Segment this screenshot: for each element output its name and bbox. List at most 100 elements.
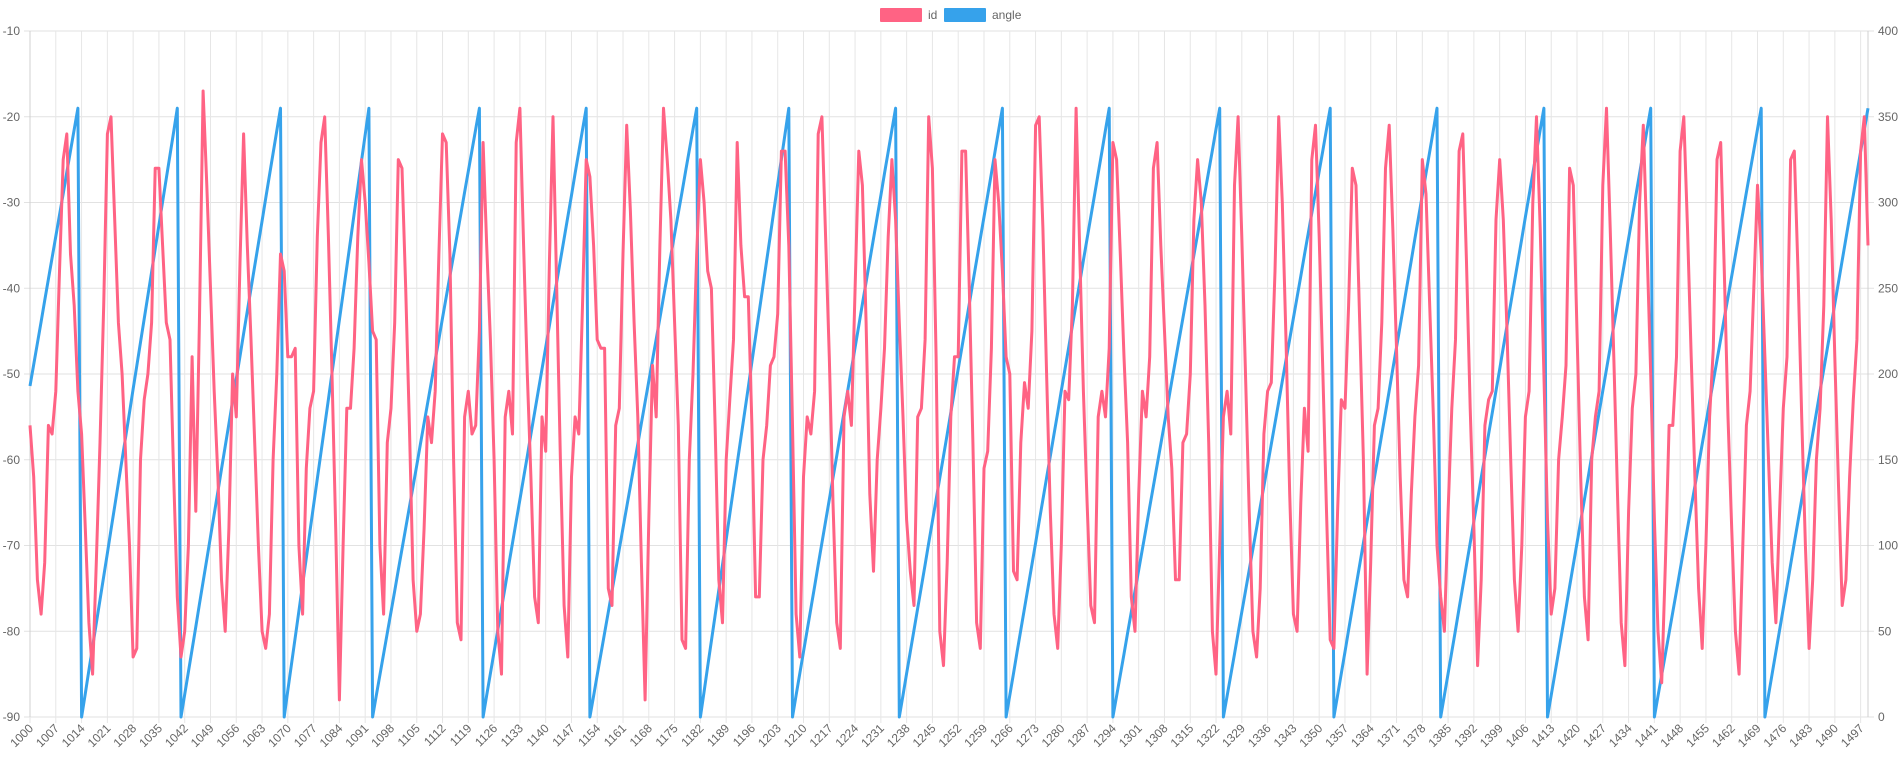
x-tick-label: 1203 — [755, 721, 784, 750]
x-tick-label: 1175 — [653, 721, 681, 749]
x-tick-label: 1301 — [1116, 721, 1145, 750]
x-tick-label: 1077 — [291, 721, 320, 750]
y-right-tick-label: 250 — [1878, 281, 1898, 295]
y-left-tick-label: -10 — [3, 24, 21, 38]
x-tick-label: 1266 — [987, 721, 1016, 750]
x-tick-label: 1336 — [1245, 721, 1274, 750]
x-tick-label: 1154 — [575, 721, 603, 749]
x-tick-label: 1007 — [33, 721, 62, 750]
x-tick-label: 1308 — [1142, 721, 1171, 750]
x-tick-label: 1224 — [832, 721, 861, 750]
y-right-tick-label: 200 — [1878, 367, 1898, 381]
x-tick-label: 1378 — [1400, 721, 1429, 750]
y-left-tick-label: -60 — [3, 453, 21, 467]
x-tick-label: 1406 — [1503, 721, 1532, 750]
legend-item-id[interactable]: id — [880, 8, 937, 22]
x-tick-label: 1350 — [1297, 721, 1326, 750]
y-left-tick-label: -30 — [3, 196, 21, 210]
x-tick-label: 1000 — [7, 721, 36, 750]
series-line-angle — [28, 106, 1870, 719]
y-right-tick-label: 400 — [1878, 24, 1898, 38]
x-tick-label: 1245 — [910, 721, 939, 750]
x-tick-label: 1259 — [961, 721, 990, 750]
x-tick-label: 1196 — [730, 721, 758, 749]
x-tick-label: 1091 — [343, 721, 372, 750]
x-tick-label: 1112 — [421, 721, 449, 749]
x-tick-label: 1427 — [1580, 721, 1609, 750]
y-left-tick-label: -80 — [3, 624, 21, 638]
x-tick-label: 1287 — [1064, 721, 1093, 750]
y-right-tick-label: 100 — [1878, 539, 1898, 553]
x-tick-label: 1028 — [110, 721, 139, 750]
x-tick-label: 1434 — [1606, 721, 1635, 750]
x-tick-label: 1315 — [1168, 721, 1197, 750]
x-tick-label: 1189 — [704, 721, 732, 749]
x-tick-label: 1294 — [1090, 721, 1119, 750]
x-tick-label: 1049 — [188, 721, 217, 750]
x-tick-label: 1098 — [368, 721, 397, 750]
x-tick-label: 1126 — [472, 721, 500, 749]
y-right-tick-label: 350 — [1878, 110, 1898, 124]
x-tick-label: 1042 — [162, 721, 191, 750]
x-tick-label: 1063 — [239, 721, 268, 750]
series-line-id — [28, 89, 1870, 702]
y-left-tick-label: -70 — [3, 539, 21, 553]
x-tick-label: 1161 — [601, 721, 629, 749]
x-tick-label: 1322 — [1193, 721, 1222, 750]
right-y-axis: 0 50 100 150 200 250 300 350 400 — [1878, 24, 1898, 724]
x-tick-label: 1483 — [1786, 721, 1815, 750]
y-right-tick-label: 300 — [1878, 196, 1898, 210]
x-tick-label: 1448 — [1657, 721, 1686, 750]
x-tick-label: 1056 — [214, 721, 243, 750]
x-tick-label: 1021 — [85, 721, 114, 750]
legend-item-angle[interactable]: angle — [944, 8, 1022, 22]
x-tick-label: 1455 — [1683, 721, 1712, 750]
x-tick-label: 1280 — [1039, 721, 1068, 750]
y-right-tick-label: 150 — [1878, 453, 1898, 467]
left-y-axis: -90 -80 -70 -60 -50 -40 -30 -20 -10 — [3, 24, 21, 724]
x-tick-label: 1364 — [1348, 721, 1377, 750]
x-tick-label: 1357 — [1322, 721, 1351, 750]
grid — [24, 30, 1874, 723]
y-right-tick-label: 50 — [1878, 624, 1892, 638]
x-tick-label: 1371 — [1374, 721, 1403, 750]
legend-swatch-id — [880, 8, 922, 22]
x-tick-label: 1014 — [59, 721, 88, 750]
x-tick-label: 1119 — [447, 721, 475, 749]
x-tick-label: 1420 — [1554, 721, 1583, 750]
x-tick-label: 1441 — [1632, 721, 1661, 750]
x-tick-label: 1168 — [627, 721, 655, 749]
x-tick-label: 1182 — [678, 721, 706, 749]
x-tick-label: 1147 — [549, 721, 577, 749]
x-tick-label: 1217 — [807, 721, 836, 750]
y-left-tick-label: -90 — [3, 710, 21, 724]
legend-label-angle: angle — [992, 8, 1022, 22]
x-tick-label: 1231 — [858, 721, 887, 750]
x-tick-label: 1343 — [1271, 721, 1300, 750]
legend-label-id: id — [928, 8, 937, 22]
y-right-tick-label: 0 — [1878, 710, 1885, 724]
legend[interactable]: id angle — [880, 8, 1022, 22]
x-tick-label: 1497 — [1838, 721, 1867, 750]
x-tick-label: 1140 — [524, 721, 552, 749]
y-left-tick-label: -50 — [3, 367, 21, 381]
x-tick-label: 1252 — [936, 721, 965, 750]
x-tick-label: 1469 — [1735, 721, 1764, 750]
x-tick-label: 1329 — [1219, 721, 1248, 750]
x-tick-label: 1133 — [498, 721, 526, 749]
x-tick-label: 1385 — [1425, 721, 1454, 750]
y-left-tick-label: -20 — [3, 110, 21, 124]
x-tick-label: 1035 — [136, 721, 165, 750]
x-tick-label: 1399 — [1477, 721, 1506, 750]
legend-swatch-angle — [944, 8, 986, 22]
x-tick-label: 1084 — [317, 721, 346, 750]
x-tick-label: 1238 — [884, 721, 913, 750]
x-tick-label: 1070 — [265, 721, 294, 750]
series-layer — [28, 89, 1870, 719]
x-tick-label: 1210 — [781, 721, 810, 750]
x-tick-label: 1462 — [1709, 721, 1738, 750]
x-tick-label: 1392 — [1451, 721, 1480, 750]
x-tick-label: 1490 — [1812, 721, 1841, 750]
